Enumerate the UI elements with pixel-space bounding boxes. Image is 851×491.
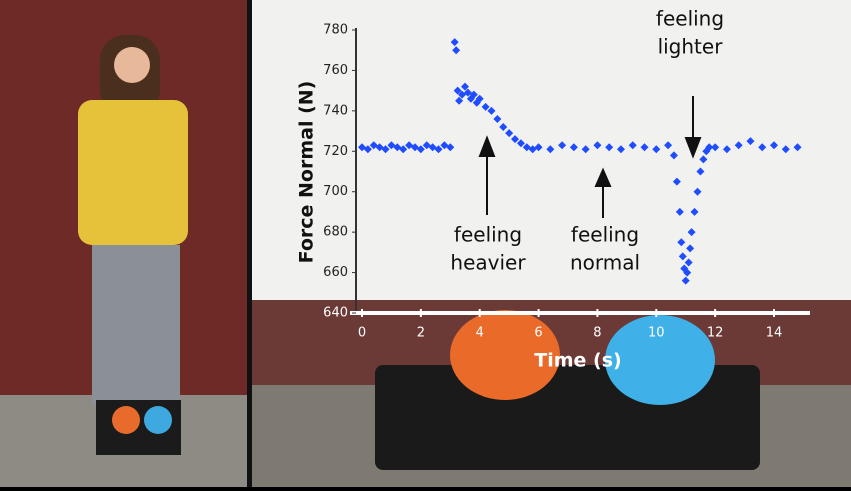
y-tick-label: 780 xyxy=(323,23,348,38)
y-tick-label: 680 xyxy=(323,225,348,240)
annotation: heavier xyxy=(450,251,526,275)
annotation: feeling xyxy=(454,223,522,247)
x-tick-label: 2 xyxy=(417,326,425,341)
y-tick-label: 660 xyxy=(323,265,348,280)
photo-left xyxy=(0,0,247,487)
annotation: feeling xyxy=(571,223,639,247)
x-tick-label: 6 xyxy=(534,326,542,341)
annotation: feeling xyxy=(656,7,724,31)
photo-right xyxy=(252,300,851,487)
x-tick-label: 0 xyxy=(358,326,366,341)
x-tick-label: 14 xyxy=(766,326,783,341)
y-tick-label: 760 xyxy=(323,63,348,78)
annotation: lighter xyxy=(658,35,724,59)
x-tick-label: 4 xyxy=(476,326,484,341)
y-tick-label: 640 xyxy=(323,306,348,321)
x-axis-label: Time (s) xyxy=(534,350,621,372)
annotation: normal xyxy=(570,251,640,275)
x-tick-label: 8 xyxy=(593,326,601,341)
y-tick-label: 720 xyxy=(323,144,348,159)
x-tick-label: 12 xyxy=(707,326,724,341)
y-axis-label: Force Normal (N) xyxy=(296,81,318,264)
y-tick-label: 700 xyxy=(323,184,348,199)
divider xyxy=(247,0,252,487)
chart: Force Normal (N) Time (s) 64066068070072… xyxy=(0,0,851,487)
y-tick-label: 740 xyxy=(323,103,348,118)
x-tick-label: 10 xyxy=(648,326,665,341)
